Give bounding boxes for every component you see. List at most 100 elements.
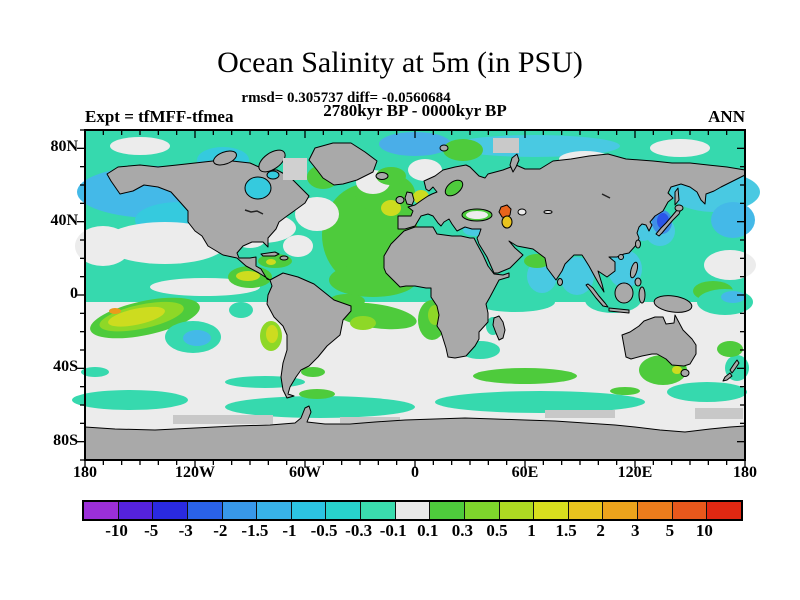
axis-ticks <box>77 129 746 468</box>
colorbar-level-label: -3 <box>178 521 193 540</box>
lon-tick-label: 0 <box>411 464 419 481</box>
colorbar-cell-4 <box>222 502 258 519</box>
colorbar-cell-7 <box>326 502 361 519</box>
victoria-island <box>213 150 237 166</box>
colorbar-cell-9 <box>395 502 431 519</box>
lake-baikal <box>601 193 611 199</box>
colorbar-level-label: 0.5 <box>486 521 508 540</box>
south-america <box>266 272 352 399</box>
sri-lanka <box>557 278 563 286</box>
colorbar-cell-8 <box>361 502 396 519</box>
lon-tick-label: 180 <box>733 464 757 481</box>
colorbar-cell-0 <box>84 502 119 519</box>
japan <box>655 208 682 237</box>
sakhalin <box>674 187 680 206</box>
se-pacific-positive-anomaly <box>90 297 200 339</box>
lon-tick-label: 180 <box>73 464 97 481</box>
mindanao <box>634 277 642 287</box>
colorbar-cell-12 <box>499 502 535 519</box>
experiment-label: Expt = tfMFF-tfmea <box>85 107 234 126</box>
colorbar-level-label: -5 <box>144 521 159 540</box>
colorbar-level-label: -2 <box>213 521 228 540</box>
svalbard <box>439 144 449 152</box>
eurasia <box>397 153 746 293</box>
aral-sea <box>517 208 527 216</box>
inland-seas <box>244 170 611 229</box>
colorbar-level-label: 5 <box>665 521 675 540</box>
iceland <box>375 172 389 180</box>
period-line: 2780kyr BP - 0000kyr BP <box>323 101 507 120</box>
colorbar-cell-3 <box>187 502 223 519</box>
lake-balkhash <box>543 210 553 214</box>
baltic-sea-anomaly <box>444 179 464 197</box>
lat-tick-label: 80S <box>53 431 78 449</box>
united-kingdom <box>404 191 415 206</box>
hudson-bay-anomaly <box>244 176 272 200</box>
colorbar-level-label: -10 <box>105 521 128 540</box>
hainan <box>618 254 624 260</box>
colorbar <box>82 500 743 521</box>
colorbar-cell-14 <box>568 502 604 519</box>
colorbar-cell-10 <box>430 502 465 519</box>
colorbar-level-label: -0.1 <box>379 521 407 540</box>
africa <box>383 226 510 359</box>
lon-tick-label: 120W <box>175 464 215 481</box>
greenland <box>308 142 378 186</box>
novaya-zemlya <box>509 153 520 173</box>
lon-tick-label: 120E <box>617 464 653 481</box>
colorbar-cell-16 <box>638 502 673 519</box>
tasmania <box>680 369 690 377</box>
season-label: ANN <box>708 107 745 126</box>
madagascar <box>492 315 506 341</box>
java <box>608 307 630 314</box>
lat-tick-label: 40S <box>53 358 78 376</box>
australia <box>621 314 697 367</box>
lat-tick-label: 40N <box>50 211 78 229</box>
hokkaido <box>674 204 684 212</box>
colorbar-level-label: -1.5 <box>241 521 269 540</box>
antarctica <box>84 405 746 461</box>
lat-tick-label: 0 <box>70 285 78 302</box>
baffin-island <box>258 149 286 173</box>
lon-tick-label: 60E <box>511 464 539 481</box>
colorbar-cell-5 <box>257 502 292 519</box>
colorbar-level-label: 10 <box>695 521 713 540</box>
foxe-basin <box>266 170 280 180</box>
stats-line: rmsd= 0.305737 diff= -0.0560684 <box>241 90 451 106</box>
philippines <box>629 261 639 279</box>
lat-tick-label: 80N <box>50 138 78 156</box>
plot-title: Ocean Salinity at 5m (in PSU) <box>217 46 583 79</box>
colorbar-level-label: 0.3 <box>451 521 473 540</box>
colorbar-level-label: -0.5 <box>310 521 338 540</box>
greenland-ice-patch <box>283 158 307 180</box>
borneo <box>614 282 634 304</box>
continents <box>106 142 746 399</box>
antarctic-ice-shelves <box>173 408 743 424</box>
colorbar-level-label: 0.1 <box>417 521 439 540</box>
ireland <box>395 196 405 204</box>
sulawesi <box>638 286 646 304</box>
lon-tick-label: 60W <box>289 464 321 481</box>
cuba <box>260 251 280 257</box>
colorbar-cell-6 <box>291 502 327 519</box>
world-map <box>72 129 760 468</box>
colorbar-cell-13 <box>534 502 569 519</box>
colorbar-cell-11 <box>464 502 500 519</box>
new-zealand-south <box>722 372 733 382</box>
taiwan <box>635 239 641 249</box>
sumatra <box>585 283 609 308</box>
colorbar-level-label: -1 <box>282 521 297 540</box>
great-lakes <box>244 209 264 215</box>
arctic-ice-patch <box>493 138 519 153</box>
colorbar-level-label: 2 <box>596 521 605 540</box>
colorbar-cell-18 <box>707 502 741 519</box>
caspian-sea-south-anomaly <box>501 215 513 229</box>
colorbar-level-label: 1 <box>527 521 536 540</box>
colorbar-level-label: 3 <box>631 521 640 540</box>
colorbar-cell-1 <box>118 502 154 519</box>
colorbar-cell-17 <box>672 502 708 519</box>
hispaniola <box>279 255 289 261</box>
colorbar-cell-15 <box>603 502 638 519</box>
colorbar-level-label: -0.3 <box>345 521 373 540</box>
